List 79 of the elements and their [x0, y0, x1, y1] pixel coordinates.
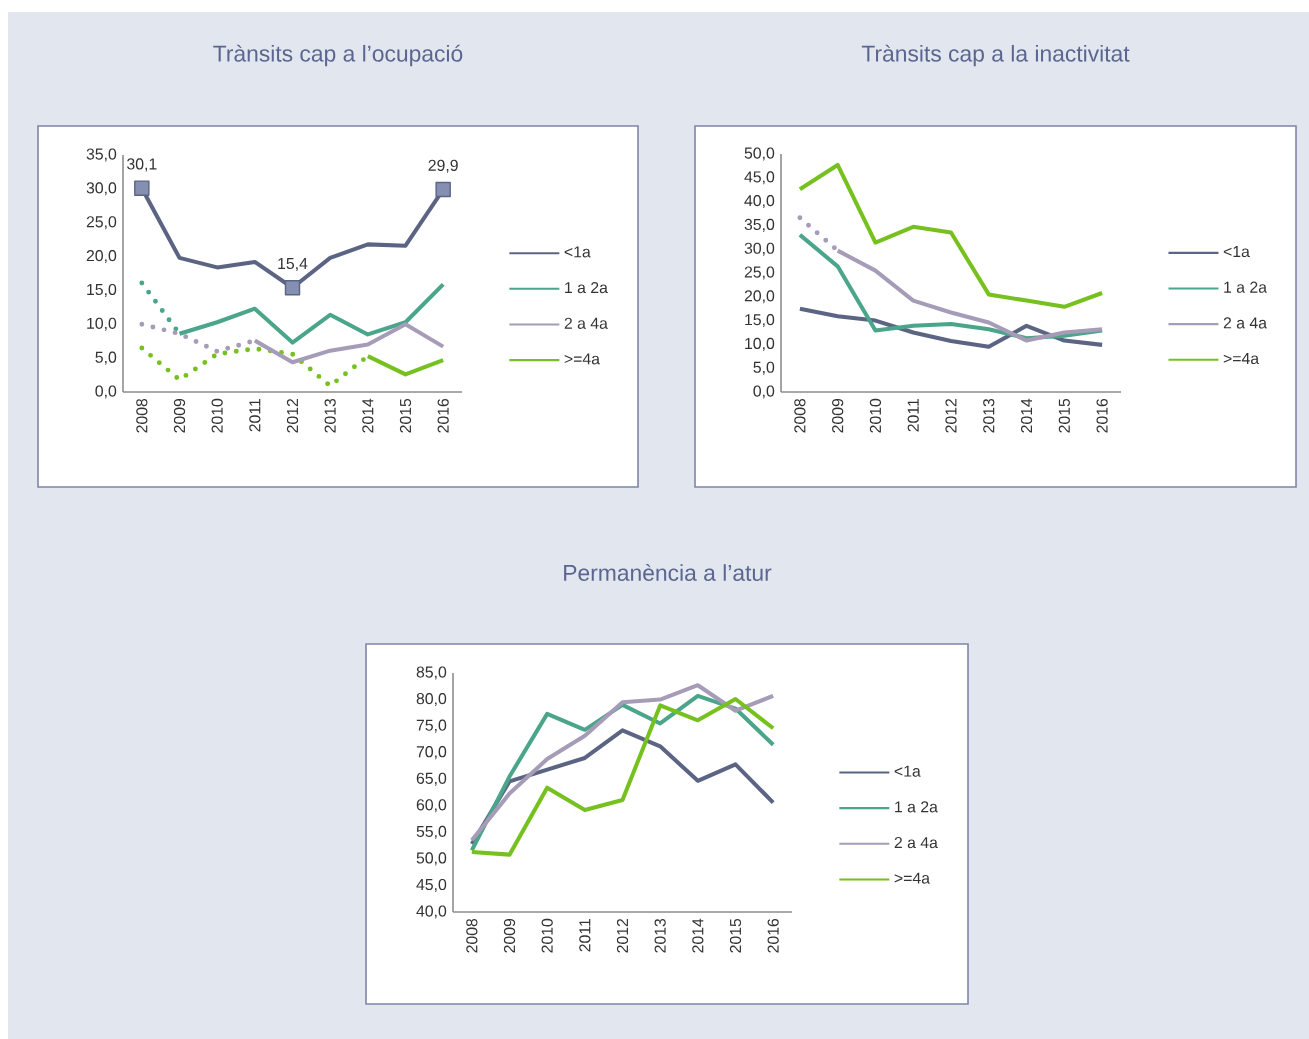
x-tick-label: 2013 [654, 918, 666, 953]
x-tick-label: 2008 [466, 918, 478, 953]
point [284, 279, 301, 296]
y-tick-label: 50,0 [416, 852, 447, 866]
y-tick-label: 40,0 [416, 905, 447, 919]
legend-label: 2 a 4a [564, 317, 608, 329]
y-tick-label: 5,0 [95, 351, 117, 365]
x-tick-label: 2016 [767, 918, 779, 953]
x-tick-label: 2013 [983, 398, 995, 433]
y-tick-label: 50,0 [744, 147, 775, 161]
y-tick-label: 35,0 [86, 148, 117, 162]
y-tick-label: 40,0 [744, 195, 775, 209]
y-tick-label: 5,0 [753, 361, 775, 375]
x-tick-label: 2009 [173, 398, 186, 433]
point [134, 180, 150, 196]
data-label: 30,1 [127, 158, 157, 172]
x-tick-label: 2008 [794, 398, 806, 433]
y-tick-label: 10,0 [87, 317, 117, 331]
x-tick-label: 2016 [1096, 398, 1108, 433]
y-tick-label: 0,0 [95, 385, 117, 399]
legend-label: 1 a 2a [1224, 281, 1267, 293]
x-tick-label: 2012 [945, 399, 957, 433]
x-tick-label: 2012 [286, 399, 299, 433]
x-tick-label: 2013 [324, 398, 336, 433]
legend-label: 1 a 2a [565, 281, 608, 294]
data-label: 29,9 [428, 159, 458, 173]
y-tick-label: 20,0 [744, 290, 775, 304]
x-tick-label: 2012 [616, 919, 629, 953]
legend-label: <1a [564, 246, 591, 258]
x-tick-label: 2011 [907, 398, 919, 432]
chart-title: Trànsits cap a l’ocupació [213, 44, 463, 67]
y-tick-label: 75,0 [416, 719, 447, 733]
y-tick-label: 70,0 [416, 746, 447, 760]
y-tick-label: 20,0 [86, 250, 117, 264]
y-tick-label: 45,0 [744, 171, 775, 185]
x-tick-label: 2011 [579, 918, 591, 952]
chart-title: Trànsits cap a la inactivitat [861, 44, 1130, 67]
legend-label: >=4a [564, 353, 600, 365]
chart-title: Permanència a l’atur [564, 563, 772, 581]
legend-label: >=4a [1223, 353, 1260, 365]
y-tick-label: 45,0 [416, 878, 447, 892]
x-tick-label: 2010 [869, 398, 882, 433]
legend-label: 2 a 4a [1223, 317, 1267, 329]
x-tick-label: 2010 [211, 398, 223, 433]
y-tick-label: 65,0 [416, 772, 447, 786]
x-tick-label: 2014 [362, 398, 374, 433]
y-tick-label: 25,0 [86, 216, 117, 230]
x-tick-label: 2011 [249, 398, 261, 432]
point [435, 181, 451, 198]
legend-label: <1a [1223, 246, 1250, 258]
y-tick-label: 30,0 [86, 182, 117, 196]
y-tick-label: 15,0 [745, 314, 775, 328]
x-tick-label: 2015 [1058, 398, 1070, 433]
x-tick-label: 2009 [832, 398, 844, 433]
legend-label: 1 a 2a [895, 801, 938, 813]
x-tick-label: 2010 [541, 918, 553, 953]
x-tick-label: 2015 [729, 918, 742, 953]
x-tick-label: 2016 [437, 398, 449, 433]
y-tick-label: 60,0 [416, 799, 447, 813]
data-label: 15,4 [278, 258, 308, 271]
y-tick-label: 80,0 [416, 693, 447, 707]
y-tick-label: 25,0 [744, 266, 775, 280]
y-tick-label: 15,0 [87, 283, 117, 297]
x-tick-label: 2009 [503, 918, 516, 953]
y-tick-label: 35,0 [744, 218, 775, 232]
line-series [797, 162, 1105, 309]
x-tick-label: 2008 [136, 398, 148, 433]
x-tick-label: 2014 [1020, 398, 1033, 433]
x-tick-label: 2015 [399, 398, 412, 433]
y-tick-label: 85,0 [416, 666, 447, 680]
legend-label: >=4a [894, 872, 930, 884]
y-tick-label: 10,0 [745, 337, 775, 351]
x-tick-label: 2014 [692, 918, 704, 953]
legend-label: 2 a 4a [894, 836, 938, 849]
legend-label: <1a [894, 765, 921, 777]
y-tick-label: 30,0 [744, 242, 775, 256]
line-series [797, 306, 1105, 349]
y-tick-label: 0,0 [753, 385, 775, 399]
y-tick-label: 55,0 [416, 825, 447, 839]
